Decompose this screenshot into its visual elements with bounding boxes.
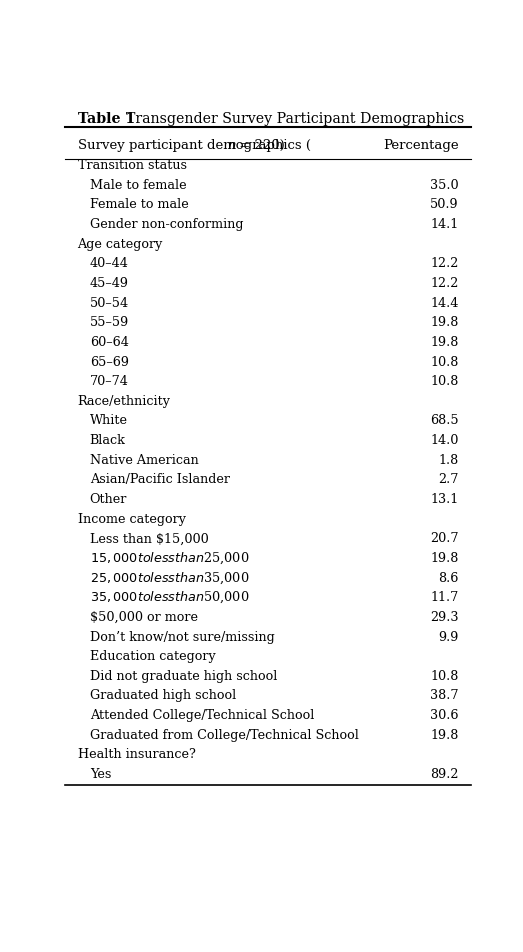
Text: 19.8: 19.8 [430,729,459,742]
Text: 14.4: 14.4 [430,297,459,309]
Text: 20.7: 20.7 [430,532,459,545]
Text: 68.5: 68.5 [430,414,459,427]
Text: n: n [226,139,235,151]
Text: 29.3: 29.3 [430,611,459,624]
Text: Asian/Pacific Islander: Asian/Pacific Islander [90,473,230,486]
Text: 65–69: 65–69 [90,355,129,368]
Text: 11.7: 11.7 [430,591,459,605]
Text: 12.2: 12.2 [430,257,459,270]
Text: Gender non-conforming: Gender non-conforming [90,218,243,231]
Text: $25,000 to less than $35,000: $25,000 to less than $35,000 [90,570,249,585]
Text: 60–64: 60–64 [90,336,129,348]
Text: Table 1: Table 1 [77,112,135,126]
Text: Native American: Native American [90,454,198,466]
Text: 19.8: 19.8 [430,316,459,329]
Text: 1.8: 1.8 [438,454,459,466]
Text: Age category: Age category [77,238,163,250]
Text: 13.1: 13.1 [430,493,459,506]
Text: Yes: Yes [90,768,111,781]
Text: $50,000 or more: $50,000 or more [90,611,198,624]
Text: 50–54: 50–54 [90,297,129,309]
Text: 10.8: 10.8 [430,670,459,683]
Text: 19.8: 19.8 [430,336,459,348]
Text: 70–74: 70–74 [90,375,129,388]
Text: 10.8: 10.8 [430,375,459,388]
Text: White: White [90,414,128,427]
Text: 38.7: 38.7 [430,689,459,703]
Text: Transition status: Transition status [77,159,187,172]
Text: Attended College/Technical School: Attended College/Technical School [90,709,314,723]
Text: Survey participant demographics (: Survey participant demographics ( [77,139,311,151]
Text: 2.7: 2.7 [438,473,459,486]
Text: 40–44: 40–44 [90,257,129,270]
Text: 14.1: 14.1 [430,218,459,231]
Text: Other: Other [90,493,127,506]
Text: Black: Black [90,434,126,447]
Text: Transgender Survey Participant Demographics: Transgender Survey Participant Demograph… [117,112,464,126]
Text: 30.6: 30.6 [430,709,459,723]
Text: $15,000 to less than $25,000: $15,000 to less than $25,000 [90,550,249,566]
Text: Did not graduate high school: Did not graduate high school [90,670,277,683]
Text: Income category: Income category [77,513,186,526]
Text: Female to male: Female to male [90,198,188,211]
Text: Race/ethnicity: Race/ethnicity [77,395,170,407]
Text: 10.8: 10.8 [430,355,459,368]
Text: 50.9: 50.9 [430,198,459,211]
Text: 12.2: 12.2 [430,277,459,290]
Text: Male to female: Male to female [90,179,186,191]
Text: 55–59: 55–59 [90,316,129,329]
Text: 9.9: 9.9 [438,630,459,644]
Text: 14.0: 14.0 [430,434,459,447]
Text: Percentage: Percentage [383,139,459,151]
Text: Don’t know/not sure/missing: Don’t know/not sure/missing [90,630,275,644]
Text: Education category: Education category [90,650,215,664]
Text: 35.0: 35.0 [430,179,459,191]
Text: = 220): = 220) [235,139,285,151]
Text: 89.2: 89.2 [430,768,459,781]
Text: 8.6: 8.6 [438,571,459,585]
Text: Less than $15,000: Less than $15,000 [90,532,209,545]
Text: 45–49: 45–49 [90,277,129,290]
Text: Graduated high school: Graduated high school [90,689,236,703]
Text: Graduated from College/Technical School: Graduated from College/Technical School [90,729,359,742]
Text: Health insurance?: Health insurance? [77,748,196,762]
Text: $35,000 to less than $50,000: $35,000 to less than $50,000 [90,590,249,605]
Text: 19.8: 19.8 [430,552,459,565]
